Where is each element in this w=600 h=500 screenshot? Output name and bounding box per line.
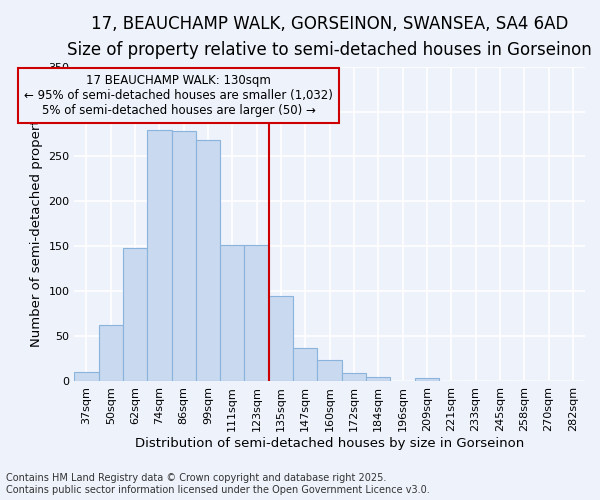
Bar (415, 378, 439, 382)
Bar (123, 248, 147, 382)
Bar (98, 325, 123, 382)
Bar (391, 380, 415, 382)
Bar (147, 130, 172, 382)
Bar (317, 360, 342, 382)
Bar (244, 244, 269, 382)
Bar (269, 296, 293, 382)
Bar (293, 348, 317, 382)
Bar (74, 372, 98, 382)
Bar (342, 374, 366, 382)
Bar (366, 377, 391, 382)
Bar (172, 132, 196, 382)
Text: Contains HM Land Registry data © Crown copyright and database right 2025.
Contai: Contains HM Land Registry data © Crown c… (6, 474, 430, 495)
Bar (220, 244, 244, 382)
Text: 17 BEAUCHAMP WALK: 130sqm
← 95% of semi-detached houses are smaller (1,032)
5% o: 17 BEAUCHAMP WALK: 130sqm ← 95% of semi-… (25, 74, 333, 116)
Bar (488, 380, 512, 382)
Bar (439, 380, 463, 382)
X-axis label: Distribution of semi-detached houses by size in Gorseinon: Distribution of semi-detached houses by … (135, 437, 524, 450)
Y-axis label: Number of semi-detached properties: Number of semi-detached properties (29, 100, 43, 347)
Bar (560, 380, 585, 382)
Title: 17, BEAUCHAMP WALK, GORSEINON, SWANSEA, SA4 6AD
Size of property relative to sem: 17, BEAUCHAMP WALK, GORSEINON, SWANSEA, … (67, 15, 592, 60)
Bar (196, 140, 220, 382)
